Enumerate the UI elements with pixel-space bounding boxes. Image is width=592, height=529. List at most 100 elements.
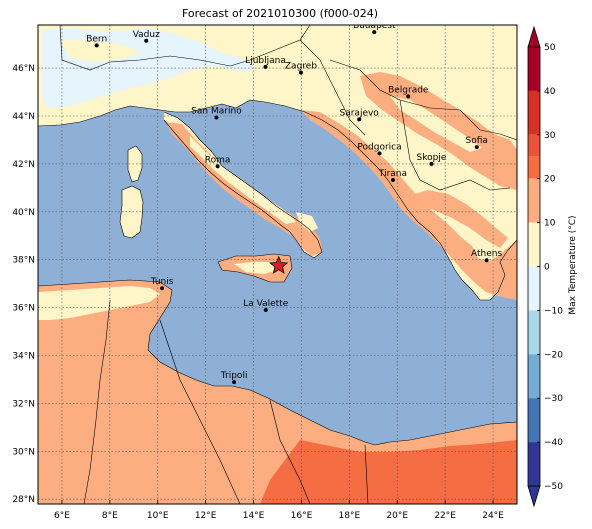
city-dot[interactable]: [406, 94, 411, 99]
city-label: Bern: [86, 34, 107, 44]
city-dot[interactable]: [474, 145, 479, 150]
city-dot[interactable]: [94, 43, 99, 48]
colorbar-band: [528, 47, 540, 91]
city-label: Vaduz: [133, 30, 160, 40]
colorbar-band: [528, 354, 540, 399]
colorbar-tick-label: 40: [544, 87, 556, 97]
city-label: Skopje: [417, 153, 447, 163]
y-tick-label: 42°N: [12, 160, 35, 170]
country-borders: [38, 25, 517, 504]
colorbar-tick-label: −20: [544, 350, 563, 360]
sardinia-land: [120, 186, 143, 238]
colorbar-tick-label: 10: [544, 219, 556, 229]
italy-inner-mild: [190, 136, 296, 224]
city-dot[interactable]: [160, 286, 165, 291]
alps-mild-pocket: [60, 40, 140, 62]
colorbar-tick-label: 50: [544, 43, 556, 53]
tunisia-mild: [38, 286, 160, 320]
y-tick-label: 38°N: [12, 256, 35, 266]
city-dot[interactable]: [298, 70, 303, 75]
city-label: La Valette: [243, 299, 288, 309]
y-tick-label: 36°N: [12, 304, 35, 314]
city-dot[interactable]: [390, 177, 395, 182]
x-tick-label: 10°E: [147, 511, 169, 521]
city-dot[interactable]: [377, 151, 382, 156]
sicily-mild-center: [234, 262, 278, 274]
city-label: Athens: [471, 249, 502, 259]
colorbar-band: [528, 156, 540, 179]
x-tick-label: 24°E: [482, 511, 504, 521]
y-tick-label: 32°N: [12, 399, 35, 409]
x-tick-label: 8°E: [102, 511, 118, 521]
colorbar-band: [528, 90, 540, 135]
city-label: Budapest: [353, 21, 396, 31]
city-dot[interactable]: [144, 38, 149, 43]
colorbar-label: Max Temperature (°C): [568, 215, 578, 314]
y-tick-label: 44°N: [12, 112, 35, 122]
city-dot[interactable]: [232, 380, 237, 385]
corsica-land: [128, 146, 142, 182]
y-tick-label: 46°N: [12, 64, 35, 74]
city-label: Podgorica: [357, 142, 401, 152]
star-marker[interactable]: [269, 255, 289, 274]
sahara-hot-pocket: [300, 464, 355, 490]
y-tick-label: 40°N: [12, 208, 35, 218]
city-label: Belgrade: [388, 85, 429, 95]
map-frame: [37, 24, 518, 505]
y-axis-ticks: 46°N 44°N 42°N 40°N 38°N 36°N 34°N 32°N 30°N 28°N: [12, 64, 35, 505]
balkan-coast-warm: [300, 110, 517, 300]
colorbar-band: [528, 222, 540, 267]
colorbar-band: [528, 310, 540, 355]
city-dot[interactable]: [214, 115, 219, 120]
colorbar: 50 40 30 20 10 0 −10 −20 −30 −40 −50: [527, 25, 563, 508]
greece-warm: [408, 190, 508, 248]
city-label: Sarajevo: [340, 108, 380, 118]
balkan-interior-mild: [390, 96, 482, 152]
x-tick-label: 6°E: [54, 511, 70, 521]
colorbar-tick-label: 0: [544, 263, 550, 273]
x-tick-label: 16°E: [291, 511, 313, 521]
colorbar-band: [528, 398, 540, 443]
colorbar-tick-label: 30: [544, 131, 556, 141]
city-dot[interactable]: [263, 64, 268, 69]
colorbar-extend-top: [527, 25, 541, 48]
map-grid: [38, 25, 517, 504]
colorbar-tick-label: −30: [544, 394, 563, 404]
city-label: Zagreb: [285, 62, 317, 72]
colorbar-band: [528, 134, 540, 157]
x-axis-ticks: 6°E 8°E 10°E 12°E 14°E 16°E 18°E 20°E 22°E 24°E: [54, 500, 504, 521]
city-dot[interactable]: [215, 164, 220, 169]
colorbar-tick-label: −50: [544, 482, 563, 492]
colorbar-band: [528, 442, 540, 486]
city-label: Tunis: [150, 277, 174, 287]
y-tick-label: 30°N: [12, 447, 35, 457]
colorbar-band: [528, 266, 540, 311]
city-dot[interactable]: [372, 30, 377, 35]
x-tick-label: 20°E: [386, 511, 408, 521]
city-dot[interactable]: [484, 258, 489, 263]
africa-land-warm: [38, 280, 517, 504]
puglia-mild: [296, 212, 318, 232]
x-tick-label: 12°E: [195, 511, 217, 521]
city-label: San Marino: [191, 106, 242, 116]
colorbar-tick-label: 20: [544, 175, 556, 185]
colorbar-band: [528, 178, 540, 223]
city-dot[interactable]: [263, 308, 268, 313]
x-tick-label: 18°E: [339, 511, 361, 521]
city-label: Tirana: [378, 169, 407, 179]
colorbar-tick-label: −10: [544, 306, 563, 316]
city-label: Tripoli: [220, 371, 248, 381]
figure-title: Forecast of 2021010300 (f000-024): [182, 7, 378, 20]
x-tick-label: 14°E: [243, 511, 265, 521]
y-tick-label: 28°N: [12, 495, 35, 505]
city-dot[interactable]: [357, 117, 362, 122]
city-dot[interactable]: [429, 161, 434, 166]
city-label: Ljubljana: [245, 56, 286, 66]
city-label: Roma: [205, 155, 231, 165]
x-tick-label: 22°E: [434, 511, 456, 521]
colorbar-tick-label: −40: [544, 438, 563, 448]
colorbar-extend-bottom: [527, 485, 541, 508]
